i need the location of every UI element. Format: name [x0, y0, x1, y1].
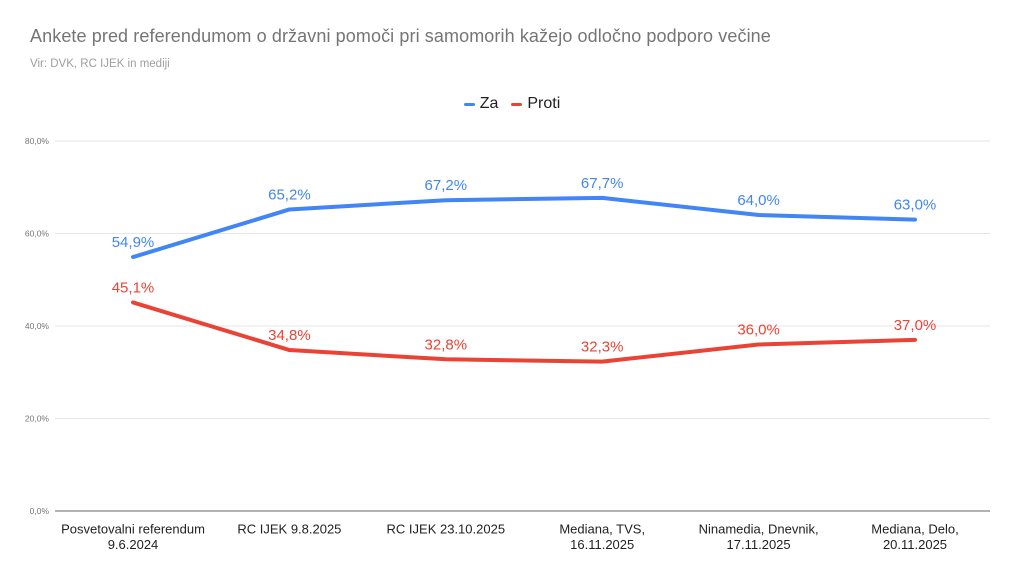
data-label-za: 67,2%	[425, 177, 468, 194]
x-category-label-line: 17.11.2025	[727, 537, 791, 552]
x-category-label-line: RC IJEK 9.8.2025	[237, 522, 341, 537]
x-category-label-line: RC IJEK 23.10.2025	[387, 522, 506, 537]
y-tick-label: 60,0%	[25, 229, 50, 239]
data-label-proti: 34,8%	[268, 327, 311, 344]
y-tick-label: 40,0%	[25, 321, 50, 331]
x-category-label: RC IJEK 9.8.2025	[237, 522, 341, 537]
x-category-label-line: Posvetovalni referendum	[61, 522, 205, 537]
x-category-label: Mediana, TVS, 16.11.2025	[559, 522, 645, 553]
data-label-za: 65,2%	[268, 186, 311, 203]
x-category-label-line: Mediana, TVS,	[559, 522, 645, 537]
series-line-proti	[131, 300, 917, 364]
y-tick-label: 20,0%	[25, 414, 50, 424]
x-category-label: Posvetovalni referendum 9.6.2024	[61, 522, 205, 553]
legend-swatch-za-icon	[463, 102, 475, 106]
data-label-za: 54,9%	[112, 234, 155, 251]
y-tick-label: 0,0%	[30, 506, 50, 516]
chart-title: Ankete pred referendumom o državni pomoč…	[30, 26, 771, 46]
x-category-label-line: 16.11.2025	[570, 537, 634, 552]
data-label-proti: 36,0%	[737, 322, 780, 339]
data-label-za: 67,7%	[581, 175, 624, 192]
x-category-label: Ninamedia, Dnevnik, 17.11.2025	[699, 522, 819, 553]
legend-label-za: Za	[479, 95, 499, 112]
x-category-label-line: Mediana, Delo,	[871, 522, 958, 537]
x-category-label-line: 9.6.2024	[108, 537, 159, 552]
series-line-za	[131, 195, 917, 260]
data-label-proti: 32,8%	[425, 336, 468, 353]
legend-swatch-proti-icon	[511, 102, 523, 106]
data-label-za: 64,0%	[737, 192, 780, 209]
y-tick-label: 80,0%	[25, 136, 50, 146]
data-label-za: 63,0%	[894, 197, 937, 214]
x-category-label-line: Ninamedia, Dnevnik,	[699, 522, 819, 537]
data-label-proti: 32,3%	[581, 339, 624, 356]
data-label-proti: 45,1%	[112, 279, 155, 296]
chart-subtitle: Vir: DVK, RC IJEK in mediji	[30, 58, 170, 70]
x-category-label-line: 20.11.2025	[883, 537, 947, 552]
legend-item-za: Za	[463, 95, 499, 113]
x-category-label: Mediana, Delo, 20.11.2025	[871, 522, 958, 553]
chart-legend: Za Proti	[0, 95, 1024, 113]
legend-item-proti: Proti	[511, 95, 560, 113]
x-category-label: RC IJEK 23.10.2025	[387, 522, 506, 537]
data-label-proti: 37,0%	[894, 317, 937, 334]
legend-label-proti: Proti	[527, 95, 561, 112]
